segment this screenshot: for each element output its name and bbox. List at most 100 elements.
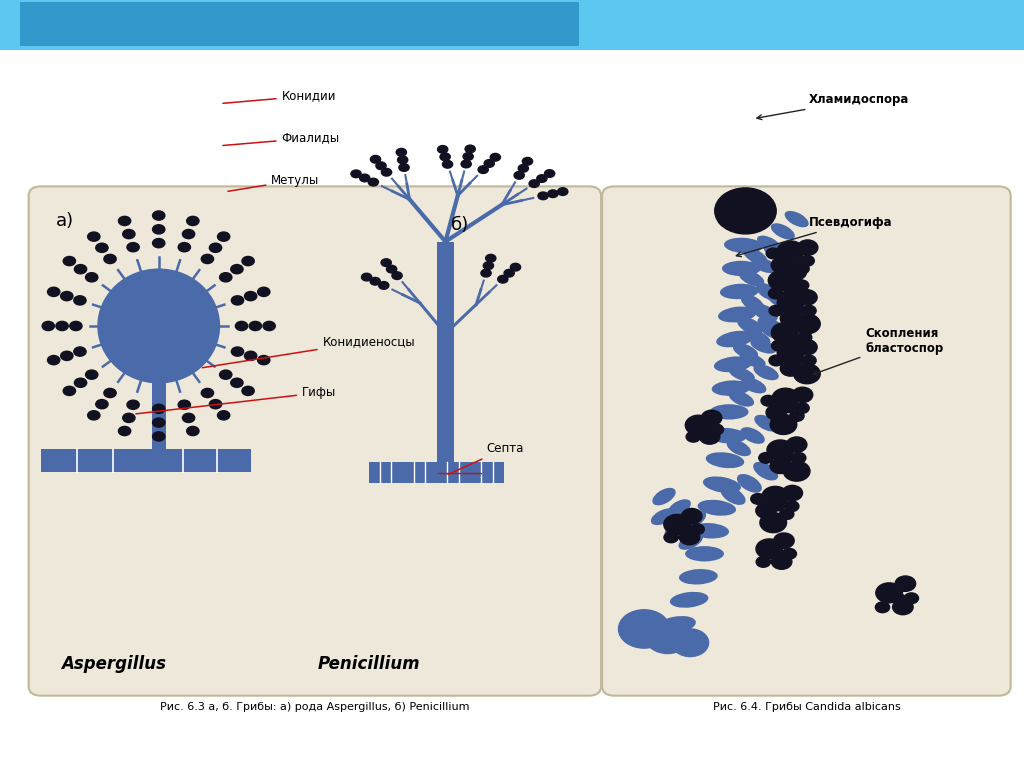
Circle shape: [787, 333, 800, 342]
Text: Penicillium: Penicillium: [317, 655, 420, 673]
Circle shape: [153, 418, 165, 427]
Circle shape: [672, 629, 709, 657]
Circle shape: [782, 403, 795, 413]
Circle shape: [86, 273, 98, 282]
Ellipse shape: [754, 364, 778, 380]
Circle shape: [249, 321, 261, 331]
Text: а): а): [56, 212, 75, 230]
FancyBboxPatch shape: [470, 462, 504, 483]
Circle shape: [786, 437, 807, 453]
Ellipse shape: [771, 272, 795, 289]
Circle shape: [795, 403, 809, 413]
Circle shape: [481, 269, 492, 277]
Text: Рис. 6.4. Грибы Candida albicans: Рис. 6.4. Грибы Candida albicans: [713, 702, 900, 712]
Circle shape: [783, 461, 810, 481]
Circle shape: [70, 321, 82, 331]
Circle shape: [771, 554, 792, 569]
Ellipse shape: [755, 415, 778, 432]
Text: Гифы: Гифы: [136, 387, 336, 414]
FancyBboxPatch shape: [602, 186, 1011, 696]
Circle shape: [767, 440, 794, 460]
Circle shape: [119, 426, 131, 436]
FancyBboxPatch shape: [402, 462, 436, 483]
Circle shape: [664, 532, 678, 543]
Circle shape: [153, 239, 165, 248]
Circle shape: [386, 265, 396, 273]
Circle shape: [351, 170, 361, 178]
Circle shape: [96, 243, 109, 252]
Ellipse shape: [97, 268, 220, 384]
Circle shape: [782, 548, 797, 559]
Circle shape: [685, 415, 712, 435]
Ellipse shape: [754, 462, 778, 480]
Circle shape: [701, 410, 722, 426]
Circle shape: [369, 178, 379, 186]
Circle shape: [791, 306, 803, 315]
Circle shape: [782, 486, 803, 501]
Circle shape: [775, 267, 802, 287]
Ellipse shape: [751, 339, 776, 354]
Text: б): б): [451, 216, 469, 234]
Circle shape: [664, 515, 690, 535]
Circle shape: [791, 356, 803, 365]
Circle shape: [209, 400, 221, 409]
Circle shape: [178, 400, 190, 410]
Text: Метулы: Метулы: [228, 174, 319, 191]
Circle shape: [679, 529, 699, 545]
Text: Aspergillus: Aspergillus: [61, 655, 167, 673]
Circle shape: [768, 271, 795, 291]
Ellipse shape: [727, 439, 751, 456]
Circle shape: [88, 410, 100, 420]
Ellipse shape: [757, 235, 781, 252]
Circle shape: [359, 174, 370, 182]
Circle shape: [618, 610, 670, 648]
Text: Конидии: Конидии: [223, 90, 336, 104]
Ellipse shape: [764, 244, 788, 260]
Circle shape: [47, 355, 59, 364]
Circle shape: [465, 145, 475, 153]
Circle shape: [60, 291, 73, 301]
Circle shape: [182, 229, 195, 239]
Text: Псевдогифа: Псевдогифа: [736, 216, 893, 257]
Circle shape: [771, 323, 798, 343]
Ellipse shape: [652, 488, 676, 505]
Ellipse shape: [679, 533, 702, 550]
Circle shape: [242, 387, 254, 396]
Circle shape: [42, 321, 54, 331]
Circle shape: [710, 424, 724, 435]
Circle shape: [74, 347, 86, 356]
Circle shape: [545, 170, 555, 177]
Ellipse shape: [752, 304, 778, 321]
Circle shape: [153, 432, 165, 441]
Ellipse shape: [727, 215, 764, 230]
FancyBboxPatch shape: [29, 186, 601, 696]
Circle shape: [798, 240, 818, 255]
Circle shape: [769, 305, 783, 316]
FancyBboxPatch shape: [0, 0, 1024, 50]
Circle shape: [682, 509, 702, 524]
Circle shape: [182, 413, 195, 423]
Ellipse shape: [670, 592, 709, 607]
Circle shape: [699, 429, 720, 444]
Circle shape: [153, 211, 165, 220]
Ellipse shape: [697, 500, 736, 515]
Circle shape: [784, 281, 797, 290]
Circle shape: [440, 153, 451, 160]
Circle shape: [219, 273, 231, 282]
Ellipse shape: [708, 428, 746, 443]
Ellipse shape: [758, 317, 782, 333]
Circle shape: [478, 166, 488, 173]
Circle shape: [768, 288, 782, 299]
Ellipse shape: [718, 307, 757, 322]
FancyBboxPatch shape: [369, 462, 402, 483]
Circle shape: [245, 291, 257, 301]
Circle shape: [483, 262, 494, 269]
Circle shape: [762, 486, 788, 506]
Circle shape: [770, 458, 791, 473]
Circle shape: [60, 351, 73, 360]
Circle shape: [761, 395, 775, 406]
Circle shape: [242, 256, 254, 265]
Ellipse shape: [685, 546, 724, 561]
Circle shape: [774, 533, 795, 548]
Ellipse shape: [714, 357, 753, 372]
